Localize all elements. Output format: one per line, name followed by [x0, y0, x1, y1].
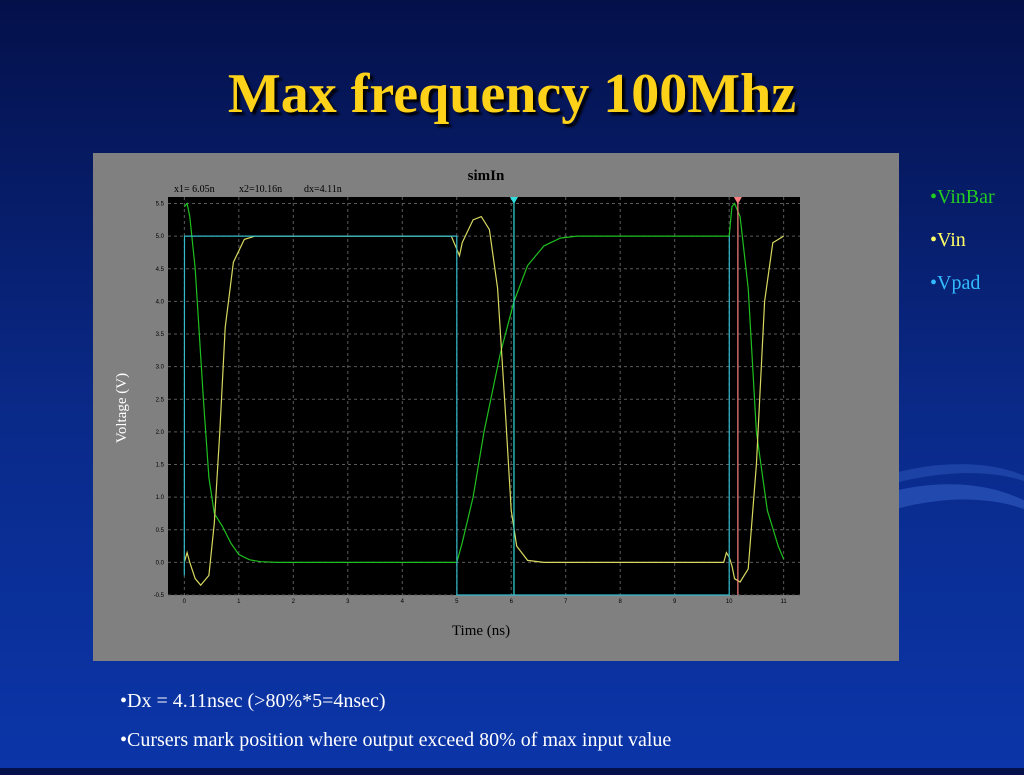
y-tick-label: 1.5: [156, 463, 165, 469]
x-tick-label: 3: [346, 599, 350, 605]
x-tick-label: 10: [726, 599, 733, 605]
slide-notes: •Dx = 4.11nsec (>80%*5=4nsec) •Cursers m…: [120, 690, 671, 768]
plot-area: [168, 197, 800, 595]
note-cursors: •Cursers mark position where output exce…: [120, 729, 672, 751]
series-vpad-line: [183, 235, 730, 596]
y-tick-label: 4.5: [156, 267, 165, 273]
y-tick-label: 5.5: [156, 202, 165, 208]
y-tick-label: 0.5: [156, 528, 165, 534]
y-axis-label: Voltage (V): [114, 373, 130, 443]
tick-layer: 0 1 2 3 4 5 6 7 8 9 10 11 5.5 5.0 4.5 4.0 3.5 3.0 2.5 2.0 1.…: [154, 202, 788, 605]
y-tick-label: 0.0: [156, 560, 165, 566]
y-tick-label: 2.0: [156, 430, 165, 436]
series-legend: •VinBar •Vin •Vpad: [930, 186, 995, 315]
chart-title: simIn: [468, 168, 505, 184]
chart-svg: simIn x1= 6.05n x2=10.16n dx=4.11n 0 1 2 3 4…: [114, 168, 800, 639]
x-tick-label: 2: [292, 599, 296, 605]
series-vinbar-line: [183, 202, 785, 563]
legend-item-vin: •Vin: [930, 229, 966, 251]
x-tick-label: 11: [781, 599, 788, 605]
y-tick-label: -0.5: [154, 593, 165, 599]
cursor-marker: [733, 197, 742, 204]
y-tick-label: 1.0: [156, 495, 165, 501]
x-tick-label: 1: [237, 599, 241, 605]
x-tick-label: 6: [510, 599, 514, 605]
cursor-marker: [509, 197, 518, 204]
cursor-layer: [509, 197, 742, 595]
y-tick-label: 4.0: [156, 299, 165, 305]
x-tick-label: 5: [455, 599, 459, 605]
cursor-x2-readout: x2=10.16n: [239, 184, 282, 195]
x-tick-label: 7: [564, 599, 568, 605]
y-tick-label: 5.0: [156, 234, 165, 240]
slide-title: Max frequency 100Mhz: [227, 63, 797, 125]
x-tick-label: 8: [619, 599, 623, 605]
series-layer: [183, 202, 785, 596]
x-tick-label: 0: [183, 599, 187, 605]
x-tick-label: 4: [401, 599, 405, 605]
cursor-dx-readout: dx=4.11n: [304, 184, 342, 195]
legend-item-vpad: •Vpad: [930, 272, 981, 294]
series-vin-line: [183, 215, 785, 587]
y-tick-label: 3.5: [156, 332, 165, 338]
chart-panel: simIn x1= 6.05n x2=10.16n dx=4.11n 0 1 2 3 4…: [93, 153, 899, 661]
note-dx: •Dx = 4.11nsec (>80%*5=4nsec): [120, 690, 386, 712]
legend-item-vinbar: •VinBar: [930, 186, 995, 208]
cursor-x1-readout: x1= 6.05n: [174, 184, 215, 195]
x-axis-label: Time (ns): [452, 623, 510, 639]
y-tick-label: 2.5: [156, 397, 165, 403]
y-tick-label: 3.0: [156, 365, 165, 371]
x-tick-label: 9: [673, 599, 677, 605]
